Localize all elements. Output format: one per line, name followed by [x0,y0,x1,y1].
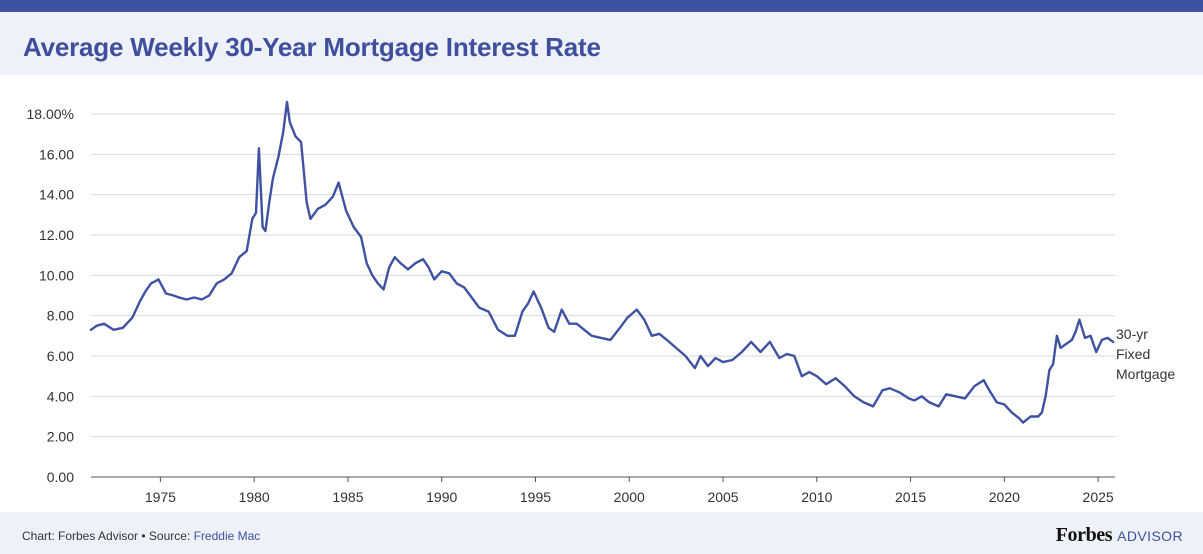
y-tick-label: 18.00% [27,106,74,122]
x-axis-ticks: 1975 1980 1985 1990 1995 2000 2005 2010 2015 2020… [145,477,1114,505]
y-tick-label: 8.00 [47,308,74,324]
x-tick-label: 1980 [239,489,270,505]
brand-sub: ADVISOR [1117,528,1183,544]
x-tick-label: 1975 [145,489,176,505]
y-tick-label: 12.00 [39,227,74,243]
source-link[interactable]: Freddie Mac [193,529,261,543]
x-tick-label: 1990 [426,489,457,505]
x-tick-label: 2005 [707,489,738,505]
y-tick-label: 14.00 [39,187,74,203]
grid [91,113,1115,478]
y-axis-ticks: 0.00 2.00 4.00 6.00 8.00 10.00 12.00 14.00 16.00… [27,106,75,485]
brand-main: Forbes [1055,524,1113,546]
series [89,100,1115,424]
y-tick-label: 10.00 [39,267,74,283]
series-label: 30-yr [1116,326,1148,342]
x-tick-label: 2010 [801,489,832,505]
x-tick-label: 2020 [989,489,1020,505]
source-credit: Chart: Forbes Advisor • Source: Freddie … [22,529,260,543]
x-tick-label: 2015 [895,489,926,505]
y-tick-label: 6.00 [47,348,74,364]
header: Average Weekly 30-Year Mortgage Interest… [0,12,1203,75]
line-chart: 0.00 2.00 4.00 6.00 8.00 10.00 12.00 14.00 16.00… [27,100,1175,505]
x-tick-label: 1985 [332,489,363,505]
x-tick-label: 1995 [520,489,551,505]
series-labels: 30-yr Fixed Mortgage [1116,326,1175,382]
series-label: Mortgage [1116,366,1175,382]
top-accent-bar [0,0,1203,12]
series-line [89,100,1115,424]
y-tick-label: 0.00 [47,469,74,485]
credit-text: Chart: Forbes Advisor • Source: [22,529,194,543]
brand-logo: Forbes ADVISOR [1056,524,1183,547]
chart-title: Average Weekly 30-Year Mortgage Interest… [23,32,601,62]
y-tick-label: 4.00 [47,388,74,404]
x-tick-label: 2000 [614,489,645,505]
footer: Chart: Forbes Advisor • Source: Freddie … [0,512,1203,554]
x-tick-label: 2025 [1083,489,1114,505]
series-label: Fixed [1116,346,1150,362]
y-tick-label: 16.00 [39,146,74,162]
y-tick-label: 2.00 [47,429,74,445]
